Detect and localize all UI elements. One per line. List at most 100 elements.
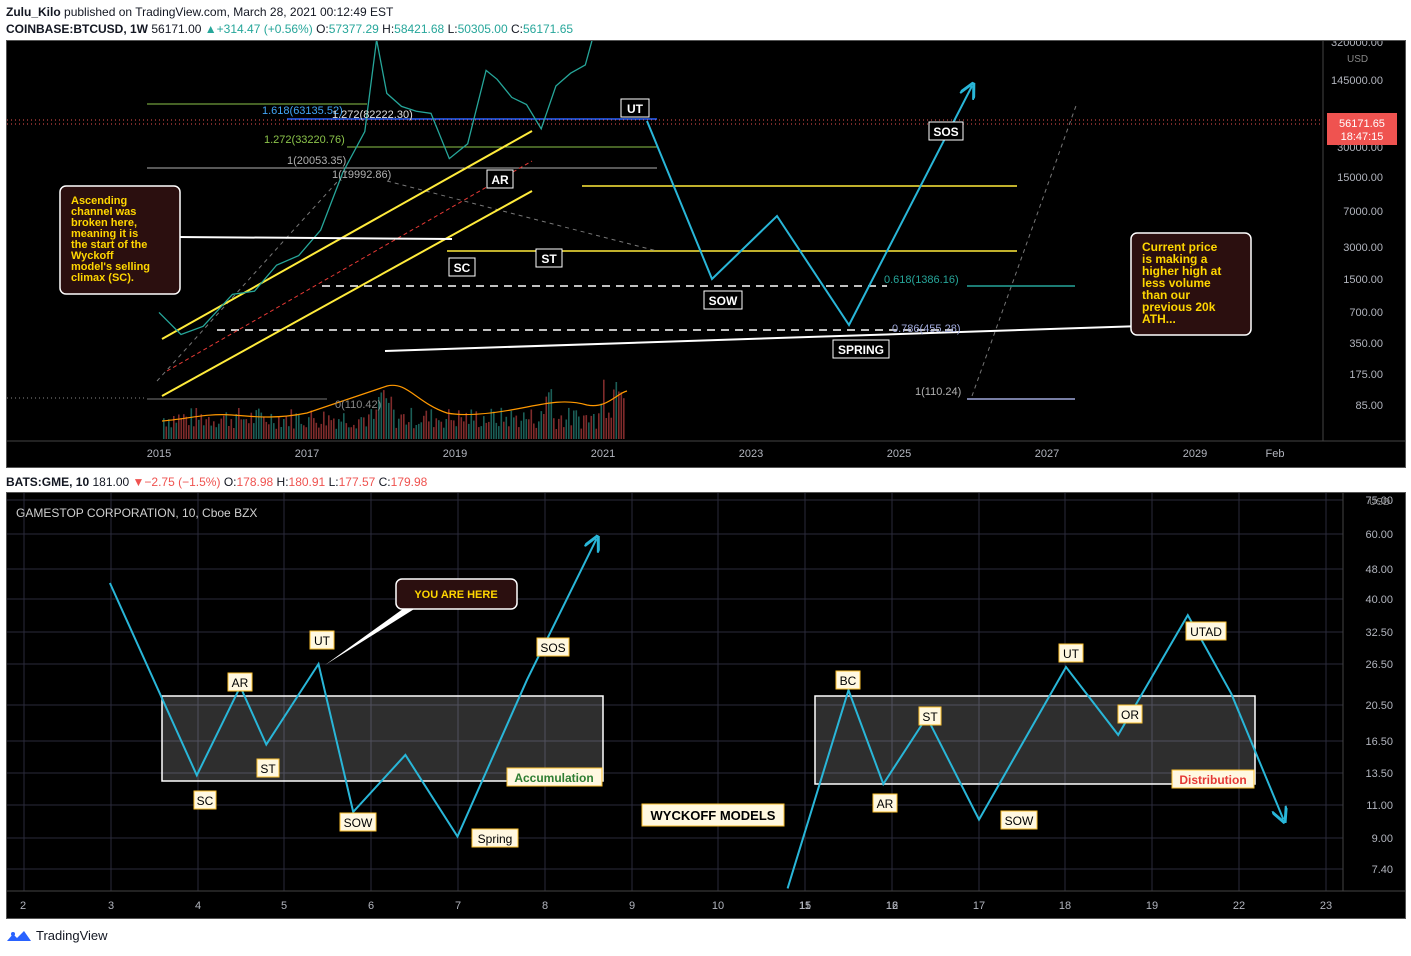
volume-bar <box>233 428 235 439</box>
volume-bar <box>428 421 430 439</box>
x-tick-label: 2017 <box>295 448 319 460</box>
bottom-last: 181.00 <box>92 475 130 489</box>
label-ar: AR <box>486 169 514 189</box>
bottom-o-label: O: <box>223 475 237 489</box>
svg-text:UT: UT <box>314 634 331 648</box>
gme-chart-svg[interactable]: GAMESTOP CORPORATION, 10, Cboe BZX SC AR… <box>7 493 1405 918</box>
projection-arrow <box>646 86 972 327</box>
volume-bar <box>433 427 435 439</box>
volume-bar <box>350 427 353 439</box>
time-axis[interactable]: 2015 2017 2019 2021 2023 2025 2027 2029 Feb <box>147 448 1285 460</box>
top-open: 57377.29 <box>328 22 379 36</box>
y-tick-label: 3000.00 <box>1343 242 1383 254</box>
svg-text:Distribution: Distribution <box>1179 773 1246 787</box>
top-close: 56171.65 <box>522 22 574 36</box>
volume-ma-line <box>161 384 628 422</box>
volume-bar <box>205 419 208 439</box>
volume-bar <box>248 423 250 439</box>
volume-bar <box>435 418 438 439</box>
volume-bar <box>265 421 268 439</box>
volume-bar <box>610 417 613 439</box>
volume-bar <box>358 419 360 439</box>
volume-bar <box>518 427 520 439</box>
x-tick-label: 2015 <box>147 448 171 460</box>
volume-bar <box>540 411 543 439</box>
volume-bar <box>385 398 388 439</box>
y-tick-label: 145000.00 <box>1331 75 1383 87</box>
volume-bar <box>235 414 238 439</box>
fib-label: 1.618(63135.52) <box>262 105 343 117</box>
volume-bar <box>523 412 525 439</box>
top-symbol[interactable]: COINBASE:BTCUSD, 1W <box>6 22 149 36</box>
author-name[interactable]: Zulu_Kilo <box>6 5 61 19</box>
bottom-quote: BATS:GME, 10 181.00 ▼−2.75 (−1.5%) O:178… <box>6 475 427 489</box>
volume-bar <box>583 415 585 439</box>
svg-text:SOS: SOS <box>540 641 565 655</box>
price-axis[interactable]: 75.00 60.00 48.00 40.00 32.50 26.50 20.50 16.50… <box>1365 495 1393 876</box>
y-tick-label: 11.00 <box>1366 800 1393 812</box>
volume-bar <box>218 423 220 439</box>
grid <box>7 493 1343 891</box>
volume-bar <box>490 408 493 439</box>
volume-bar <box>568 407 570 439</box>
label-spring: Spring <box>471 828 519 848</box>
y-tick-label: 175.00 <box>1349 369 1383 381</box>
gme-chart-pane[interactable]: GAMESTOP CORPORATION, 10, Cboe BZX SC AR… <box>6 492 1406 919</box>
volume-bar <box>348 427 350 439</box>
bottom-low: 177.57 <box>338 475 376 489</box>
volume-bar <box>165 426 168 439</box>
volume-bar <box>615 382 618 439</box>
volume-bar <box>508 426 510 439</box>
x-tick-label: Feb <box>1266 448 1285 460</box>
note-you-are-here: YOU ARE HERE <box>395 578 518 610</box>
volume-bar <box>470 409 473 439</box>
btc-chart-svg[interactable]: 1.618(63135.52) 1.272(82222.30) 1.272(33… <box>7 41 1405 467</box>
x-tick-label: 23 <box>1320 900 1332 912</box>
volume-bar <box>320 423 323 439</box>
publish-line: Zulu_Kilo published on TradingView.com, … <box>6 5 393 19</box>
volume-bar <box>450 420 453 439</box>
volume-bar <box>545 396 548 439</box>
volume-bar <box>283 419 285 439</box>
volume-bar <box>308 417 310 439</box>
volume-bar <box>273 423 275 439</box>
btc-chart-pane[interactable]: 1.618(63135.52) 1.272(82222.30) 1.272(33… <box>6 40 1406 468</box>
trend-line <box>156 170 348 382</box>
volume-bar <box>215 427 218 439</box>
y-tick-label: 1500.00 <box>1343 274 1383 286</box>
x-tick-label: 10 <box>712 900 724 912</box>
svg-text:AR: AR <box>877 797 894 811</box>
volume-bar <box>338 419 340 439</box>
note-pointer <box>176 236 453 240</box>
bottom-symbol[interactable]: BATS:GME, 10 <box>6 475 90 489</box>
volume-bar <box>300 423 303 439</box>
volume-bar <box>343 413 345 439</box>
volume-bar <box>200 414 203 439</box>
volume-bar <box>208 417 210 439</box>
y-tick-label: 15000.00 <box>1337 172 1383 184</box>
price-axis[interactable]: 320000.00145000.0030000.0015000.007000.0… <box>1331 41 1383 412</box>
bottom-change: −2.75 (−1.5%) <box>144 475 221 489</box>
volume-bar <box>333 418 335 439</box>
footer-brand[interactable]: TradingView <box>36 928 108 943</box>
volume-bar <box>258 408 260 439</box>
y-tick-label: 9.00 <box>1372 833 1393 845</box>
svg-text:ST: ST <box>260 762 276 776</box>
volume-bar <box>230 419 233 439</box>
label-or: OR <box>1117 704 1143 724</box>
y-tick-label: 350.00 <box>1349 338 1383 350</box>
volume-bar <box>403 414 405 439</box>
volume-bar <box>525 419 528 439</box>
x-tick-label: 5 <box>281 900 287 912</box>
x-tick-label: 19 <box>1146 900 1158 912</box>
svg-text:Current price is making: Current price is making a higher high at… <box>1142 240 1225 326</box>
y-tick-label: 7000.00 <box>1343 206 1383 218</box>
volume-bar <box>485 422 488 439</box>
svg-text:SOW: SOW <box>1005 814 1034 828</box>
volume-bar <box>198 419 200 439</box>
volume-bar <box>460 417 463 439</box>
note-current-price: Current price is making a higher high at… <box>1130 232 1252 336</box>
volume-bar <box>368 414 370 439</box>
label-st: ST <box>256 758 280 778</box>
